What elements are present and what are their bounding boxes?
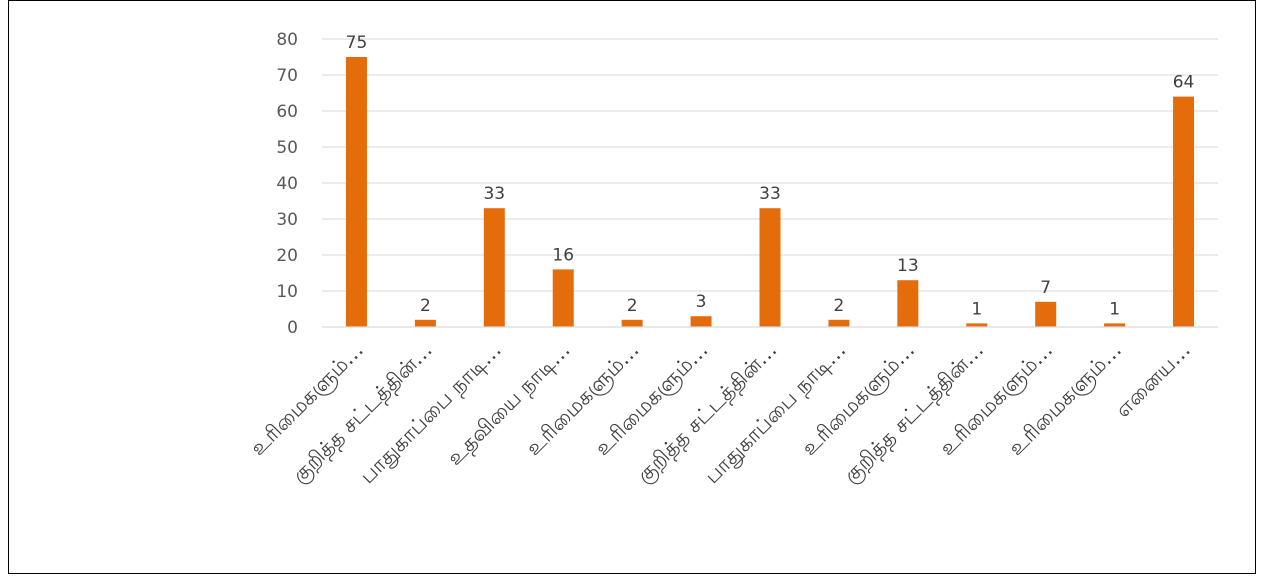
chart-frame (8, 0, 1256, 574)
bar (552, 269, 574, 327)
data-label: 2 (627, 296, 638, 316)
y-tick-label: 50 (276, 138, 298, 158)
data-label: 33 (483, 184, 505, 204)
bar (897, 280, 919, 327)
y-tick-label: 0 (287, 318, 298, 338)
bar (1173, 96, 1195, 327)
bar (1104, 323, 1126, 327)
data-label: 33 (759, 184, 781, 204)
bars (345, 57, 1195, 327)
x-tick-label: உதவியை நாடி… (442, 338, 576, 472)
data-label: 75 (346, 33, 368, 53)
data-label: 7 (1040, 278, 1051, 298)
y-tick-label: 20 (276, 246, 298, 266)
y-tick-label: 60 (276, 102, 298, 122)
bar (759, 208, 781, 327)
data-label: 16 (552, 245, 574, 265)
y-tick-label: 30 (276, 210, 298, 230)
bar (345, 57, 367, 327)
bar (483, 208, 505, 327)
data-label: 1 (1109, 299, 1120, 319)
x-axis: உரிமைகளும்…குறித்த சட்டத்தின்…பாதுகாப்பை… (245, 326, 1218, 490)
bar (1035, 301, 1057, 327)
y-tick-label: 70 (276, 66, 298, 86)
data-label: 2 (420, 296, 431, 316)
data-label: 64 (1173, 73, 1195, 93)
data-label: 3 (696, 292, 707, 312)
x-tick-label: உரிமைகளும்… (245, 338, 369, 462)
data-label: 13 (897, 256, 919, 276)
y-tick-label: 10 (276, 282, 298, 302)
bar (621, 319, 643, 327)
bar (966, 323, 988, 327)
data-label: 2 (834, 296, 845, 316)
x-tick-label: எனைய… (1110, 338, 1195, 423)
y-tick-label: 40 (276, 174, 298, 194)
bar (690, 316, 712, 327)
data-label: 1 (971, 299, 982, 319)
bar (828, 319, 850, 327)
bar (414, 319, 436, 327)
y-tick-label: 80 (276, 30, 298, 50)
y-axis: 0 10 20 30 40 50 60 70 80 (276, 30, 298, 338)
